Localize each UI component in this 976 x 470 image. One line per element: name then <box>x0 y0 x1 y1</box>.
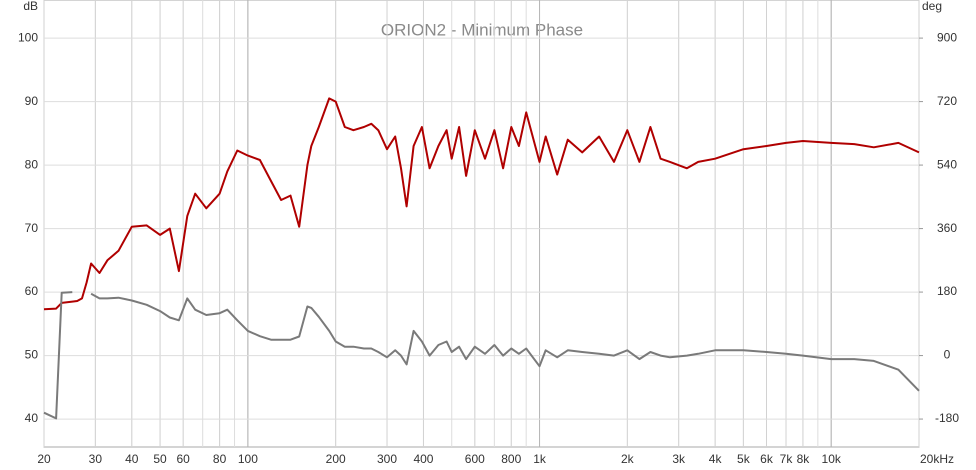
y2-tick-label: 900 <box>937 30 957 44</box>
x-tick-label: 60 <box>176 452 190 466</box>
series-line <box>43 97 920 311</box>
y-tick-label: 100 <box>18 30 38 44</box>
x-tick-label: 400 <box>413 452 433 466</box>
x-tick-label: 7k <box>780 452 794 466</box>
y-tick-label: 90 <box>25 94 39 108</box>
x-tick-label: 600 <box>465 452 485 466</box>
x-tick-label: 80 <box>213 452 227 466</box>
y-tick-label: 80 <box>25 157 39 171</box>
x-tick-label: 20kHz <box>920 452 954 466</box>
x-tick-label: 40 <box>125 452 139 466</box>
y-tick-label: 40 <box>25 411 39 425</box>
x-tick-label: 200 <box>326 452 346 466</box>
y2-tick-label: 0 <box>944 348 951 362</box>
x-tick-label: 30 <box>89 452 103 466</box>
y-axis-label: dB <box>23 0 38 13</box>
y2-tick-label: 180 <box>937 284 957 298</box>
x-tick-label: 300 <box>377 452 397 466</box>
x-tick-label: 20 <box>37 452 51 466</box>
x-tick-label: 50 <box>153 452 167 466</box>
x-tick-label: 100 <box>238 452 258 466</box>
y2-tick-label: 720 <box>937 94 957 108</box>
x-tick-label: 4k <box>709 452 723 466</box>
series-line <box>43 291 920 420</box>
x-tick-label: 800 <box>501 452 521 466</box>
x-tick-label: 5k <box>737 452 751 466</box>
y2-tick-label: 360 <box>937 221 957 235</box>
y-tick-label: 60 <box>25 284 39 298</box>
plot-area <box>43 0 920 448</box>
y2-tick-label: -180 <box>935 411 959 425</box>
x-tick-label: 8k <box>797 452 811 466</box>
chart-title: ORION2 - Minimum Phase <box>381 20 583 39</box>
x-tick-label: 2k <box>621 452 635 466</box>
x-tick-label: 1k <box>533 452 547 466</box>
y-tick-label: 70 <box>25 221 39 235</box>
y-tick-label: 50 <box>25 348 39 362</box>
y2-tick-label: 540 <box>937 157 957 171</box>
x-tick-label: 6k <box>760 452 774 466</box>
y2-axis-label: deg <box>922 0 942 13</box>
x-tick-label: 10k <box>822 452 842 466</box>
x-tick-label: 3k <box>672 452 686 466</box>
